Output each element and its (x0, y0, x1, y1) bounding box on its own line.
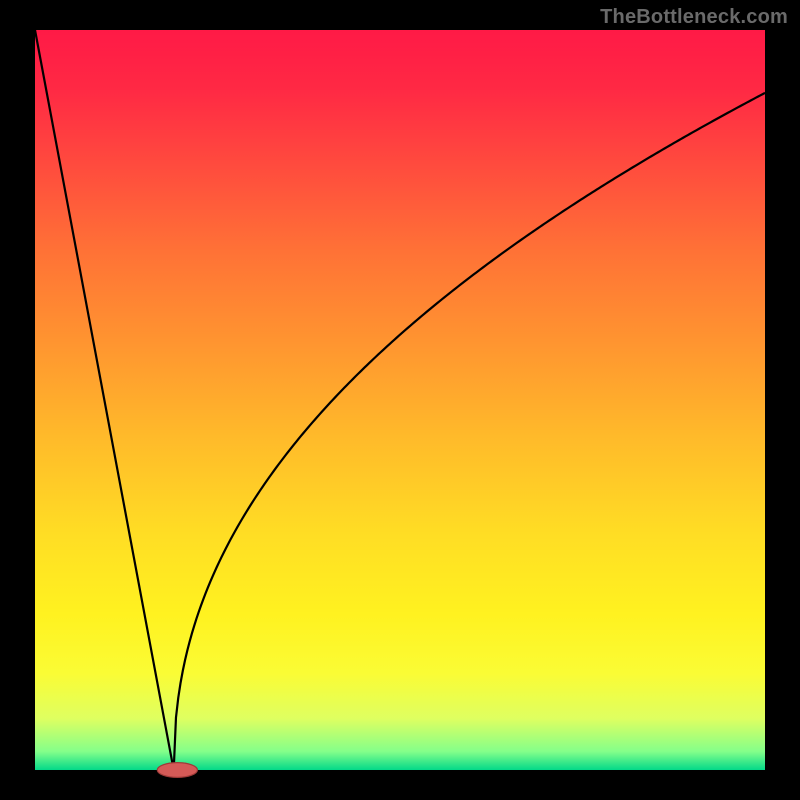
bottleneck-curve-chart (0, 0, 800, 800)
watermark-text: TheBottleneck.com (600, 6, 788, 29)
minimum-marker (157, 763, 197, 778)
plot-background (35, 30, 765, 770)
chart-container: TheBottleneck.com (0, 0, 800, 800)
